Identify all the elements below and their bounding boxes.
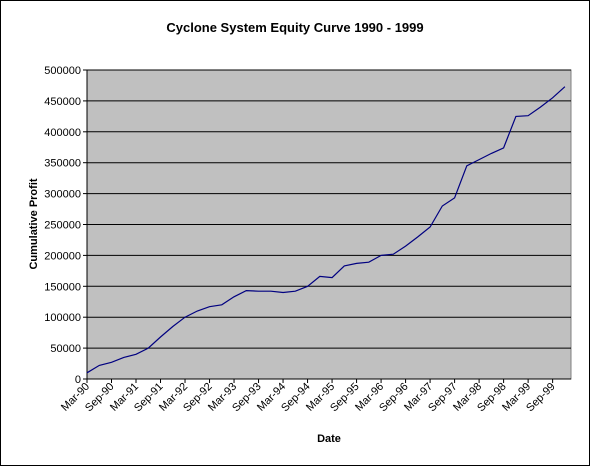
y-tick-label: 200000 <box>44 250 81 262</box>
series-layer <box>86 86 566 374</box>
y-tick-label: 100000 <box>44 312 81 324</box>
gridlines <box>87 69 571 349</box>
y-tick-label: 400000 <box>44 127 81 139</box>
chart-title: Cyclone System Equity Curve 1990 - 1999 <box>166 20 423 35</box>
y-tick-label: 150000 <box>44 281 81 293</box>
y-tick-label: 300000 <box>44 189 81 201</box>
y-tick-label: 500000 <box>44 65 81 77</box>
axes <box>83 69 571 383</box>
x-axis-title: Date <box>317 433 341 445</box>
y-tick-label: 450000 <box>44 96 81 108</box>
y-tick-label: 0 <box>75 374 81 386</box>
y-tick-label: 50000 <box>50 343 81 355</box>
y-axis-title: Cumulative Profit <box>28 178 40 269</box>
series-line <box>86 86 566 374</box>
x-tick-labels: Mar-90Sep-90Mar-91Sep-91Mar-92Sep-92Mar-… <box>59 381 558 415</box>
y-tick-labels: 0 50000 100000 150000 200000 250000 300000 3500… <box>44 65 81 386</box>
y-tick-label: 250000 <box>44 220 81 232</box>
y-tick-label: 350000 <box>44 158 81 170</box>
